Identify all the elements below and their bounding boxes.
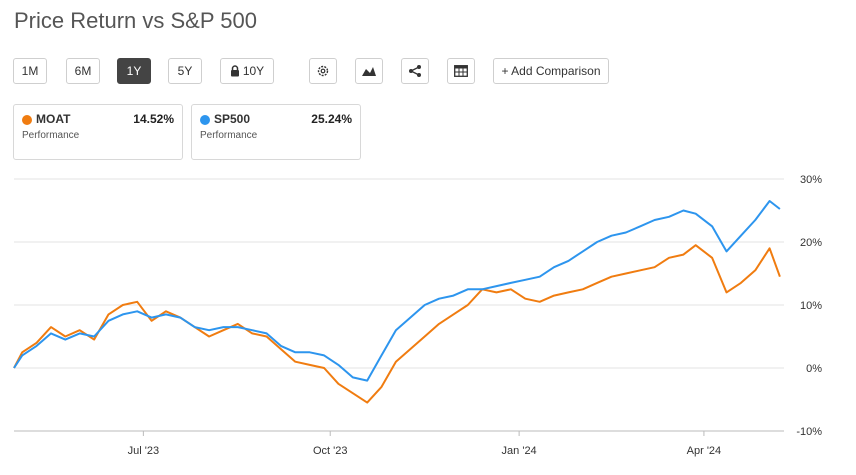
add-comparison-button[interactable]: + Add Comparison xyxy=(493,58,609,84)
card-subtitle: Performance xyxy=(200,130,258,141)
range-button-label: 1Y xyxy=(126,64,142,78)
settings-button[interactable] xyxy=(309,58,337,84)
gear-icon xyxy=(316,64,330,78)
add-comparison-label: + Add Comparison xyxy=(501,64,601,78)
table-icon xyxy=(454,65,468,77)
series-color-dot xyxy=(200,115,210,125)
range-button-label: 6M xyxy=(74,64,92,78)
page-title: Price Return vs S&P 500 xyxy=(14,8,257,33)
card-value: 25.24% xyxy=(311,112,352,126)
card-symbol: SP500 xyxy=(214,112,251,126)
price-return-chart[interactable]: 30% 20% 10% 0% -10% Jul '23 Oct '23 Jan '24 Apr … xyxy=(0,168,856,475)
y-tick-label: 20% xyxy=(800,237,822,249)
range-button-1m[interactable]: 1M xyxy=(13,58,47,84)
x-tick-label: Jul '23 xyxy=(128,445,159,457)
share-button[interactable] xyxy=(401,58,429,84)
range-button-5y[interactable]: 5Y xyxy=(168,58,202,84)
series-line-moat xyxy=(13,244,781,404)
y-tick-label: 10% xyxy=(800,300,822,312)
series-color-dot xyxy=(22,115,32,125)
series-line-sp500 xyxy=(13,200,781,382)
comparison-card-sp500[interactable]: SP500 25.24% Performance xyxy=(191,104,361,160)
x-tick-label: Oct '23 xyxy=(313,445,348,457)
range-button-label: 10Y xyxy=(242,64,265,78)
share-icon xyxy=(408,64,422,78)
range-button-1y[interactable]: 1Y xyxy=(117,58,151,84)
x-tick-label: Jan '24 xyxy=(502,445,537,457)
card-value: 14.52% xyxy=(133,112,174,126)
chart-type-button[interactable] xyxy=(355,58,383,84)
lock-icon xyxy=(230,65,240,77)
range-button-label: 5Y xyxy=(177,64,193,78)
y-tick-label: 0% xyxy=(806,363,822,375)
y-tick-label: -10% xyxy=(796,426,822,438)
area-chart-icon xyxy=(361,65,377,77)
range-button-label: 1M xyxy=(21,64,39,78)
card-subtitle: Performance xyxy=(22,130,80,141)
range-button-6m[interactable]: 6M xyxy=(66,58,100,84)
card-symbol: MOAT xyxy=(36,112,71,126)
range-button-10y[interactable]: 10Y xyxy=(220,58,274,84)
comparison-card-moat[interactable]: MOAT 14.52% Performance xyxy=(13,104,183,160)
table-view-button[interactable] xyxy=(447,58,475,84)
x-tick-label: Apr '24 xyxy=(687,445,722,457)
y-tick-label: 30% xyxy=(800,174,822,186)
